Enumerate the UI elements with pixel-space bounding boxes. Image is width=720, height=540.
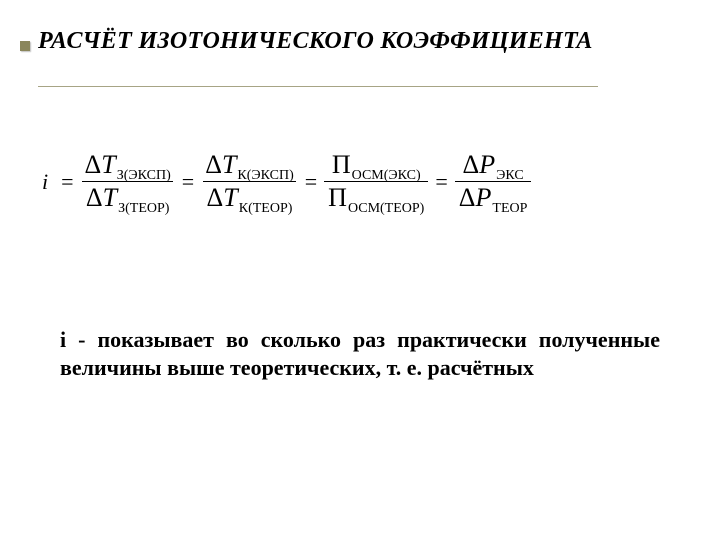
equals-sign: =	[182, 169, 194, 195]
title-underline	[38, 86, 598, 87]
fraction: ΔTЗ(ЭКСП)ΔTЗ(ТЕОР)	[81, 152, 175, 211]
slide: РАСЧЁТ ИЗОТОНИЧЕСКОГО КОЭФФИЦИЕНТА i = Δ…	[0, 0, 720, 540]
slide-title: РАСЧЁТ ИЗОТОНИЧЕСКОГО КОЭФФИЦИЕНТА	[38, 28, 593, 55]
equals-sign: =	[61, 169, 73, 195]
equals-sign: =	[435, 169, 447, 195]
fraction: ΔTК(ЭКСП)ΔTК(ТЕОР)	[201, 152, 298, 211]
isotonic-formula: i = ΔTЗ(ЭКСП)ΔTЗ(ТЕОР) = ΔTК(ЭКСП)ΔTК(ТЕОР…	[42, 152, 531, 211]
fraction: ΔPЭКСΔPТЕОР	[455, 152, 532, 211]
fraction: ПОСМ(ЭКС)ПОСМ(ТЕОР)	[324, 152, 428, 211]
formula-lhs: i	[42, 169, 48, 195]
coefficient-description: i - показывает во сколько раз практическ…	[60, 326, 660, 382]
equals-sign: =	[305, 169, 317, 195]
title-bullet-icon	[20, 41, 30, 51]
